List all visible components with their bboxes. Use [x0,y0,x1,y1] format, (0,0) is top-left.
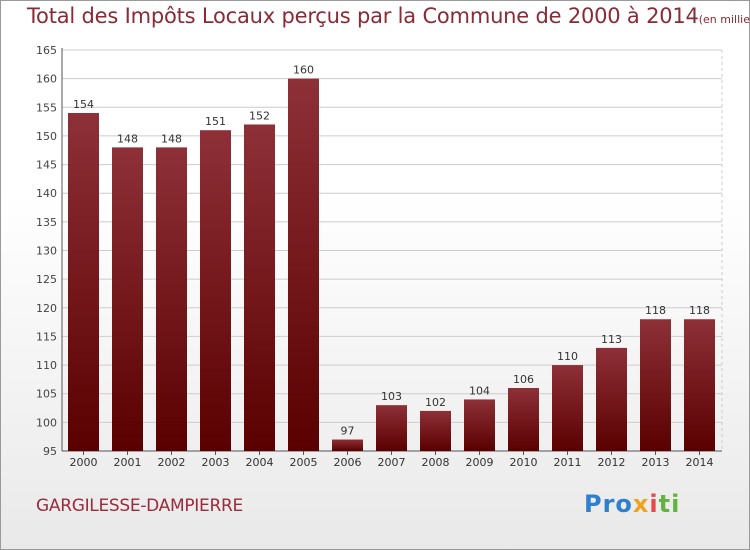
x-tick-label: 2010 [510,456,538,469]
bar-value-label: 154 [73,98,94,111]
x-tick-label: 2008 [422,456,450,469]
y-tick-label: 130 [36,245,57,258]
y-tick-label: 150 [36,130,57,143]
bar-2001 [112,147,143,451]
y-tick-label: 155 [36,101,57,114]
y-tick-label: 125 [36,273,57,286]
y-tick-label: 135 [36,216,57,229]
x-tick-label: 2013 [642,456,670,469]
x-tick-label: 2005 [290,456,318,469]
chart-title-unit: (en milliers d'€) [698,13,750,26]
bar-value-label: 106 [513,373,534,386]
y-tick-label: 105 [36,388,57,401]
labels: 95 100 105 110 115 120 125 130 135 140 145 150 155 16… [36,44,714,469]
x-tick-label: 2007 [378,456,406,469]
bar-2007 [376,405,407,451]
x-tick-label: 2001 [114,456,142,469]
bar-2004 [244,124,275,451]
logo-part-2: x [632,490,650,518]
logo-part-4: ti [658,490,681,518]
x-tick-label: 2002 [158,456,186,469]
bar-value-label: 152 [249,109,270,122]
bar-value-label: 104 [469,384,490,397]
logo-part-3: i [649,490,659,518]
bar-2008 [420,410,451,451]
x-tick-label: 2004 [246,456,274,469]
y-tick-label: 100 [36,416,57,429]
bar-2011 [552,365,583,451]
bar-2006 [332,439,363,451]
y-tick-label: 115 [36,330,57,343]
chart-title: Total des Impôts Locaux perçus par la Co… [27,4,750,28]
bar-value-label: 97 [341,425,355,438]
y-tick-label: 160 [36,73,57,86]
bar-2010 [508,387,539,451]
chart-title-main: Total des Impôts Locaux perçus par la Co… [27,4,699,28]
bar-2003 [200,130,231,451]
y-tick-label: 165 [36,44,57,57]
bar-value-label: 148 [117,132,138,145]
y-tick-label: 145 [36,159,57,172]
bar-2002 [156,147,187,451]
bar-value-label: 110 [557,350,578,363]
bar-value-label: 102 [425,396,446,409]
x-tick-label: 2006 [334,456,362,469]
x-tick-label: 2012 [598,456,626,469]
bar-2014 [684,319,715,451]
logo-part-1: Pro [584,490,633,518]
y-tick-label: 95 [43,445,57,458]
bars [68,78,715,452]
bar-value-label: 113 [601,333,622,346]
y-tick-label: 120 [36,302,57,315]
bar-value-label: 118 [645,304,666,317]
proxiti-logo: Proxiti [584,490,680,518]
x-tick-label: 2009 [466,456,494,469]
bar-2005 [288,78,319,452]
bar-value-label: 103 [381,390,402,403]
commune-name: GARGILESSE-DAMPIERRE [36,496,243,516]
x-tick-label: 2003 [202,456,230,469]
bar-value-label: 160 [293,64,314,77]
x-tick-label: 2014 [686,456,714,469]
bar-value-label: 151 [205,115,226,128]
bar-2000 [68,113,99,451]
bar-2013 [640,319,671,451]
y-tick-label: 110 [36,359,57,372]
bar-value-label: 118 [689,304,710,317]
bar-value-label: 148 [161,132,182,145]
bar-2012 [596,347,627,451]
y-tick-label: 140 [36,187,57,200]
bar-2009 [464,399,495,451]
x-tick-label: 2000 [70,456,98,469]
x-tick-label: 2011 [554,456,582,469]
